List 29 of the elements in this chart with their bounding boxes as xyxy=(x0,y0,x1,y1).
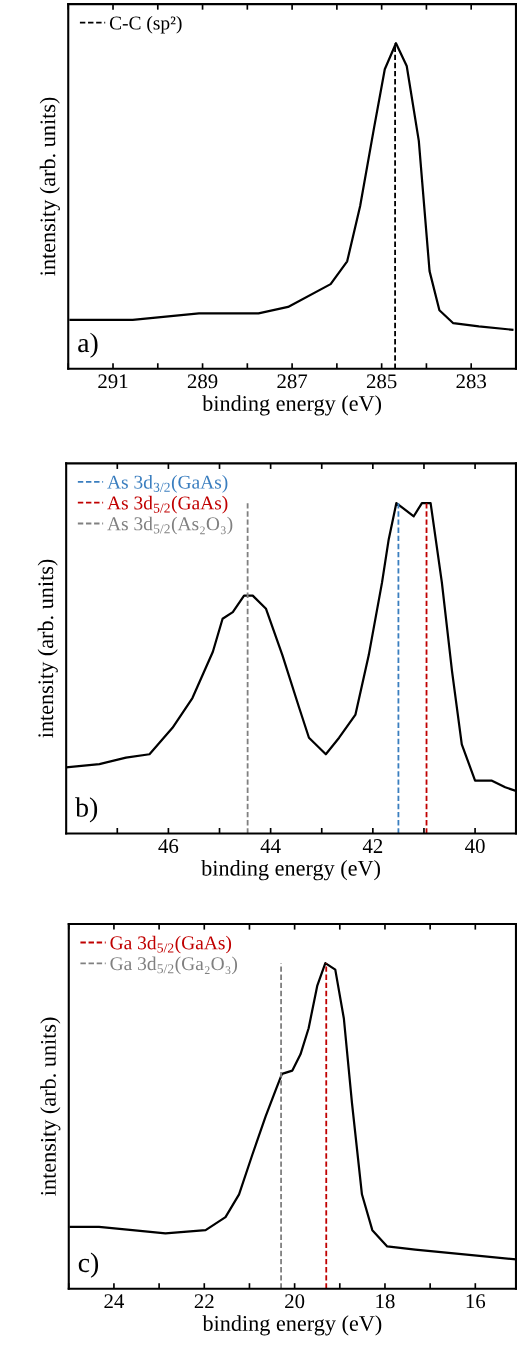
x-tick-label: 18 xyxy=(376,1294,395,1309)
annotation: a) xyxy=(78,332,98,358)
annotation: b) xyxy=(75,797,98,823)
ref-line-label: As 3d$_{5/2}$(As₂O₃) xyxy=(107,516,233,535)
x-tick-label: 46 xyxy=(158,839,179,854)
x-axis-title: binding energy (eV) xyxy=(202,1315,382,1336)
legend-label: As 3d$_{3/2}$(GaAs) xyxy=(107,475,228,493)
x-tick-label: 40 xyxy=(465,839,485,854)
legend-label: Ga 3d$_{5/2}$(GaAs) xyxy=(110,935,232,954)
x-tick-label: 42 xyxy=(362,839,383,853)
legend-label: C-C (sp²) xyxy=(109,15,182,34)
x-tick-label: 283 xyxy=(456,374,486,389)
x-tick-label: 287 xyxy=(277,374,308,389)
x-tick-label: 291 xyxy=(98,374,128,389)
x-tick-label: 289 xyxy=(187,374,218,389)
x-tick-label: 44 xyxy=(260,839,281,853)
x-axis-title: binding energy (eV) xyxy=(202,395,382,416)
y-axis-title: intensity (arb. units) xyxy=(39,97,60,276)
x-tick-label: 22 xyxy=(194,1294,214,1309)
annotation: c) xyxy=(78,1252,99,1278)
x-tick-label: 20 xyxy=(285,1294,305,1309)
x-axis-title: binding energy (eV) xyxy=(201,860,380,881)
x-tick-label: 16 xyxy=(466,1294,486,1309)
x-tick-label: 285 xyxy=(366,374,397,389)
ref-line-label: As 3d$_{5/2}$(GaAs) xyxy=(107,495,228,514)
y-axis-title: intensity (arb. units) xyxy=(40,1017,61,1196)
ref-line-label: Ga 3d$_{5/2}$(Ga₂O₃) xyxy=(110,956,238,975)
x-tick-label: 24 xyxy=(104,1294,125,1309)
y-axis-title: intensity (arb. units) xyxy=(37,559,58,738)
